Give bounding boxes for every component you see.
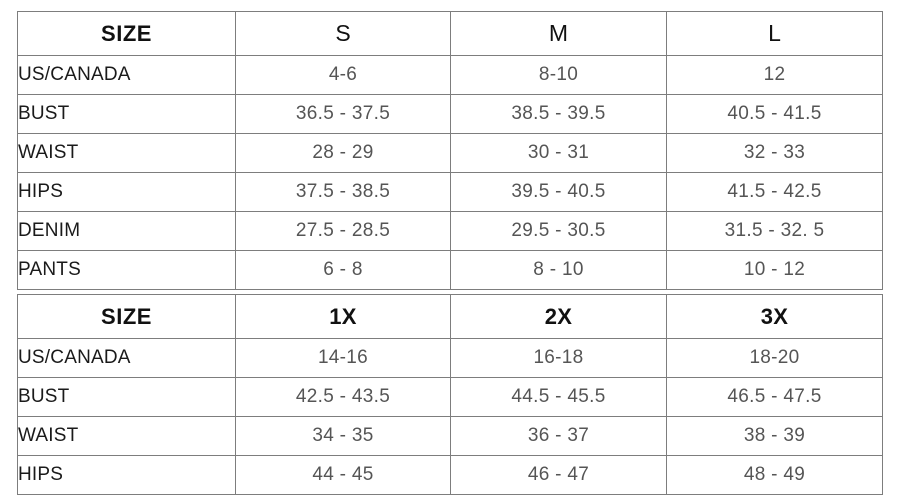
cell-pants-m: 8 - 10 (450, 250, 667, 290)
cell-pants-l: 10 - 12 (666, 250, 883, 290)
column-header-size: SIZE (17, 11, 236, 56)
row-label-us-canada: US/CANADA (17, 338, 236, 378)
cell-hips-1x: 44 - 45 (235, 455, 451, 495)
table-row: HIPS 44 - 45 46 - 47 48 - 49 (17, 455, 883, 495)
cell-bust-3x: 46.5 - 47.5 (666, 377, 883, 417)
table-row: WAIST 34 - 35 36 - 37 38 - 39 (17, 416, 883, 456)
cell-bust-2x: 44.5 - 45.5 (450, 377, 667, 417)
cell-hips-2x: 46 - 47 (450, 455, 667, 495)
column-header-l: L (666, 11, 883, 56)
cell-hips-3x: 48 - 49 (666, 455, 883, 495)
cell-hips-l: 41.5 - 42.5 (666, 172, 883, 212)
cell-waist-3x: 38 - 39 (666, 416, 883, 456)
row-label-denim: DENIM (17, 211, 236, 251)
cell-us-canada-2x: 16-18 (450, 338, 667, 378)
table-row: US/CANADA 4-6 8-10 12 (17, 55, 883, 95)
column-header-s: S (235, 11, 451, 56)
table-row: WAIST 28 - 29 30 - 31 32 - 33 (17, 133, 883, 173)
cell-us-canada-l: 12 (666, 55, 883, 95)
cell-denim-m: 29.5 - 30.5 (450, 211, 667, 251)
cell-pants-s: 6 - 8 (235, 250, 451, 290)
row-label-bust: BUST (17, 377, 236, 417)
size-table-plus: SIZE 1X 2X 3X US/CANADA 14-16 16-18 18-2… (17, 294, 883, 495)
column-header-1x: 1X (235, 294, 451, 339)
cell-us-canada-3x: 18-20 (666, 338, 883, 378)
size-table-standard: SIZE S M L US/CANADA 4-6 8-10 12 BUST 36… (17, 11, 883, 290)
row-label-bust: BUST (17, 94, 236, 134)
cell-bust-l: 40.5 - 41.5 (666, 94, 883, 134)
cell-waist-m: 30 - 31 (450, 133, 667, 173)
cell-denim-s: 27.5 - 28.5 (235, 211, 451, 251)
cell-bust-1x: 42.5 - 43.5 (235, 377, 451, 417)
table-header-row: SIZE S M L (17, 11, 883, 56)
column-header-size: SIZE (17, 294, 236, 339)
cell-bust-m: 38.5 - 39.5 (450, 94, 667, 134)
row-label-hips: HIPS (17, 172, 236, 212)
table-row: HIPS 37.5 - 38.5 39.5 - 40.5 41.5 - 42.5 (17, 172, 883, 212)
cell-waist-1x: 34 - 35 (235, 416, 451, 456)
table-row: US/CANADA 14-16 16-18 18-20 (17, 338, 883, 378)
table-row: BUST 36.5 - 37.5 38.5 - 39.5 40.5 - 41.5 (17, 94, 883, 134)
table-row: BUST 42.5 - 43.5 44.5 - 45.5 46.5 - 47.5 (17, 377, 883, 417)
column-header-3x: 3X (666, 294, 883, 339)
row-label-waist: WAIST (17, 416, 236, 456)
cell-waist-s: 28 - 29 (235, 133, 451, 173)
column-header-m: M (450, 11, 667, 56)
cell-waist-l: 32 - 33 (666, 133, 883, 173)
table-row: DENIM 27.5 - 28.5 29.5 - 30.5 31.5 - 32.… (17, 211, 883, 251)
cell-us-canada-s: 4-6 (235, 55, 451, 95)
cell-bust-s: 36.5 - 37.5 (235, 94, 451, 134)
row-label-waist: WAIST (17, 133, 236, 173)
cell-hips-s: 37.5 - 38.5 (235, 172, 451, 212)
cell-hips-m: 39.5 - 40.5 (450, 172, 667, 212)
cell-waist-2x: 36 - 37 (450, 416, 667, 456)
column-header-2x: 2X (450, 294, 667, 339)
row-label-hips: HIPS (17, 455, 236, 495)
size-chart: SIZE S M L US/CANADA 4-6 8-10 12 BUST 36… (17, 11, 883, 495)
row-label-pants: PANTS (17, 250, 236, 290)
cell-denim-l: 31.5 - 32. 5 (666, 211, 883, 251)
row-label-us-canada: US/CANADA (17, 55, 236, 95)
table-header-row: SIZE 1X 2X 3X (17, 294, 883, 339)
table-row: PANTS 6 - 8 8 - 10 10 - 12 (17, 250, 883, 290)
cell-us-canada-m: 8-10 (450, 55, 667, 95)
cell-us-canada-1x: 14-16 (235, 338, 451, 378)
